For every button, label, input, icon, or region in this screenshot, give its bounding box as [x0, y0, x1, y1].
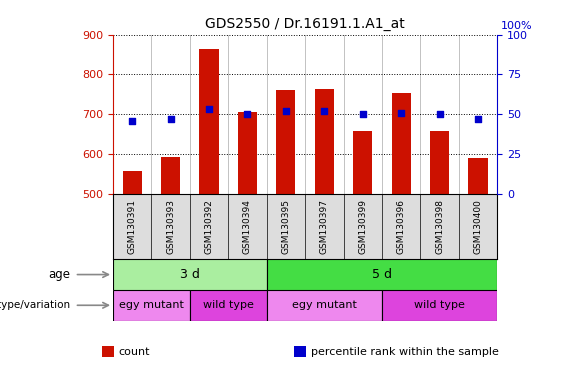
Text: GSM130398: GSM130398: [435, 199, 444, 254]
Text: genotype/variation: genotype/variation: [0, 300, 71, 310]
Bar: [468, 158, 488, 194]
Text: GSM130399: GSM130399: [358, 199, 367, 254]
Bar: [392, 93, 411, 194]
Text: GSM130400: GSM130400: [473, 199, 483, 254]
Text: wild type: wild type: [414, 300, 465, 310]
Bar: [199, 49, 219, 194]
Text: egy mutant: egy mutant: [292, 300, 357, 310]
Point: [128, 118, 137, 124]
Title: GDS2550 / Dr.16191.1.A1_at: GDS2550 / Dr.16191.1.A1_at: [205, 17, 405, 31]
Text: wild type: wild type: [203, 300, 254, 310]
Point: [473, 116, 483, 122]
Bar: [315, 89, 334, 194]
Text: 3 d: 3 d: [180, 268, 200, 281]
Bar: [161, 157, 180, 194]
Bar: [353, 131, 372, 194]
Bar: [430, 131, 449, 194]
Text: 5 d: 5 d: [372, 268, 392, 281]
Bar: [123, 171, 142, 194]
Text: percentile rank within the sample: percentile rank within the sample: [311, 347, 499, 357]
Text: GSM130394: GSM130394: [243, 199, 252, 254]
Text: GSM130393: GSM130393: [166, 199, 175, 254]
Bar: [190, 290, 267, 321]
Text: GSM130392: GSM130392: [205, 199, 214, 254]
Bar: [267, 259, 497, 290]
Text: 100%: 100%: [501, 22, 533, 31]
Text: age: age: [49, 268, 71, 281]
Point: [205, 106, 214, 113]
Text: egy mutant: egy mutant: [119, 300, 184, 310]
Point: [166, 116, 175, 122]
Bar: [113, 290, 190, 321]
Text: GSM130395: GSM130395: [281, 199, 290, 254]
Bar: [113, 259, 267, 290]
Bar: [267, 290, 382, 321]
Text: GSM130397: GSM130397: [320, 199, 329, 254]
Text: GSM130391: GSM130391: [128, 199, 137, 254]
Text: count: count: [119, 347, 150, 357]
Bar: [276, 90, 295, 194]
Point: [281, 108, 290, 114]
Text: GSM130396: GSM130396: [397, 199, 406, 254]
Bar: [238, 112, 257, 194]
Point: [397, 109, 406, 116]
Point: [243, 111, 252, 118]
Point: [435, 111, 444, 118]
Point: [358, 111, 367, 118]
Bar: [382, 290, 497, 321]
Point: [320, 108, 329, 114]
